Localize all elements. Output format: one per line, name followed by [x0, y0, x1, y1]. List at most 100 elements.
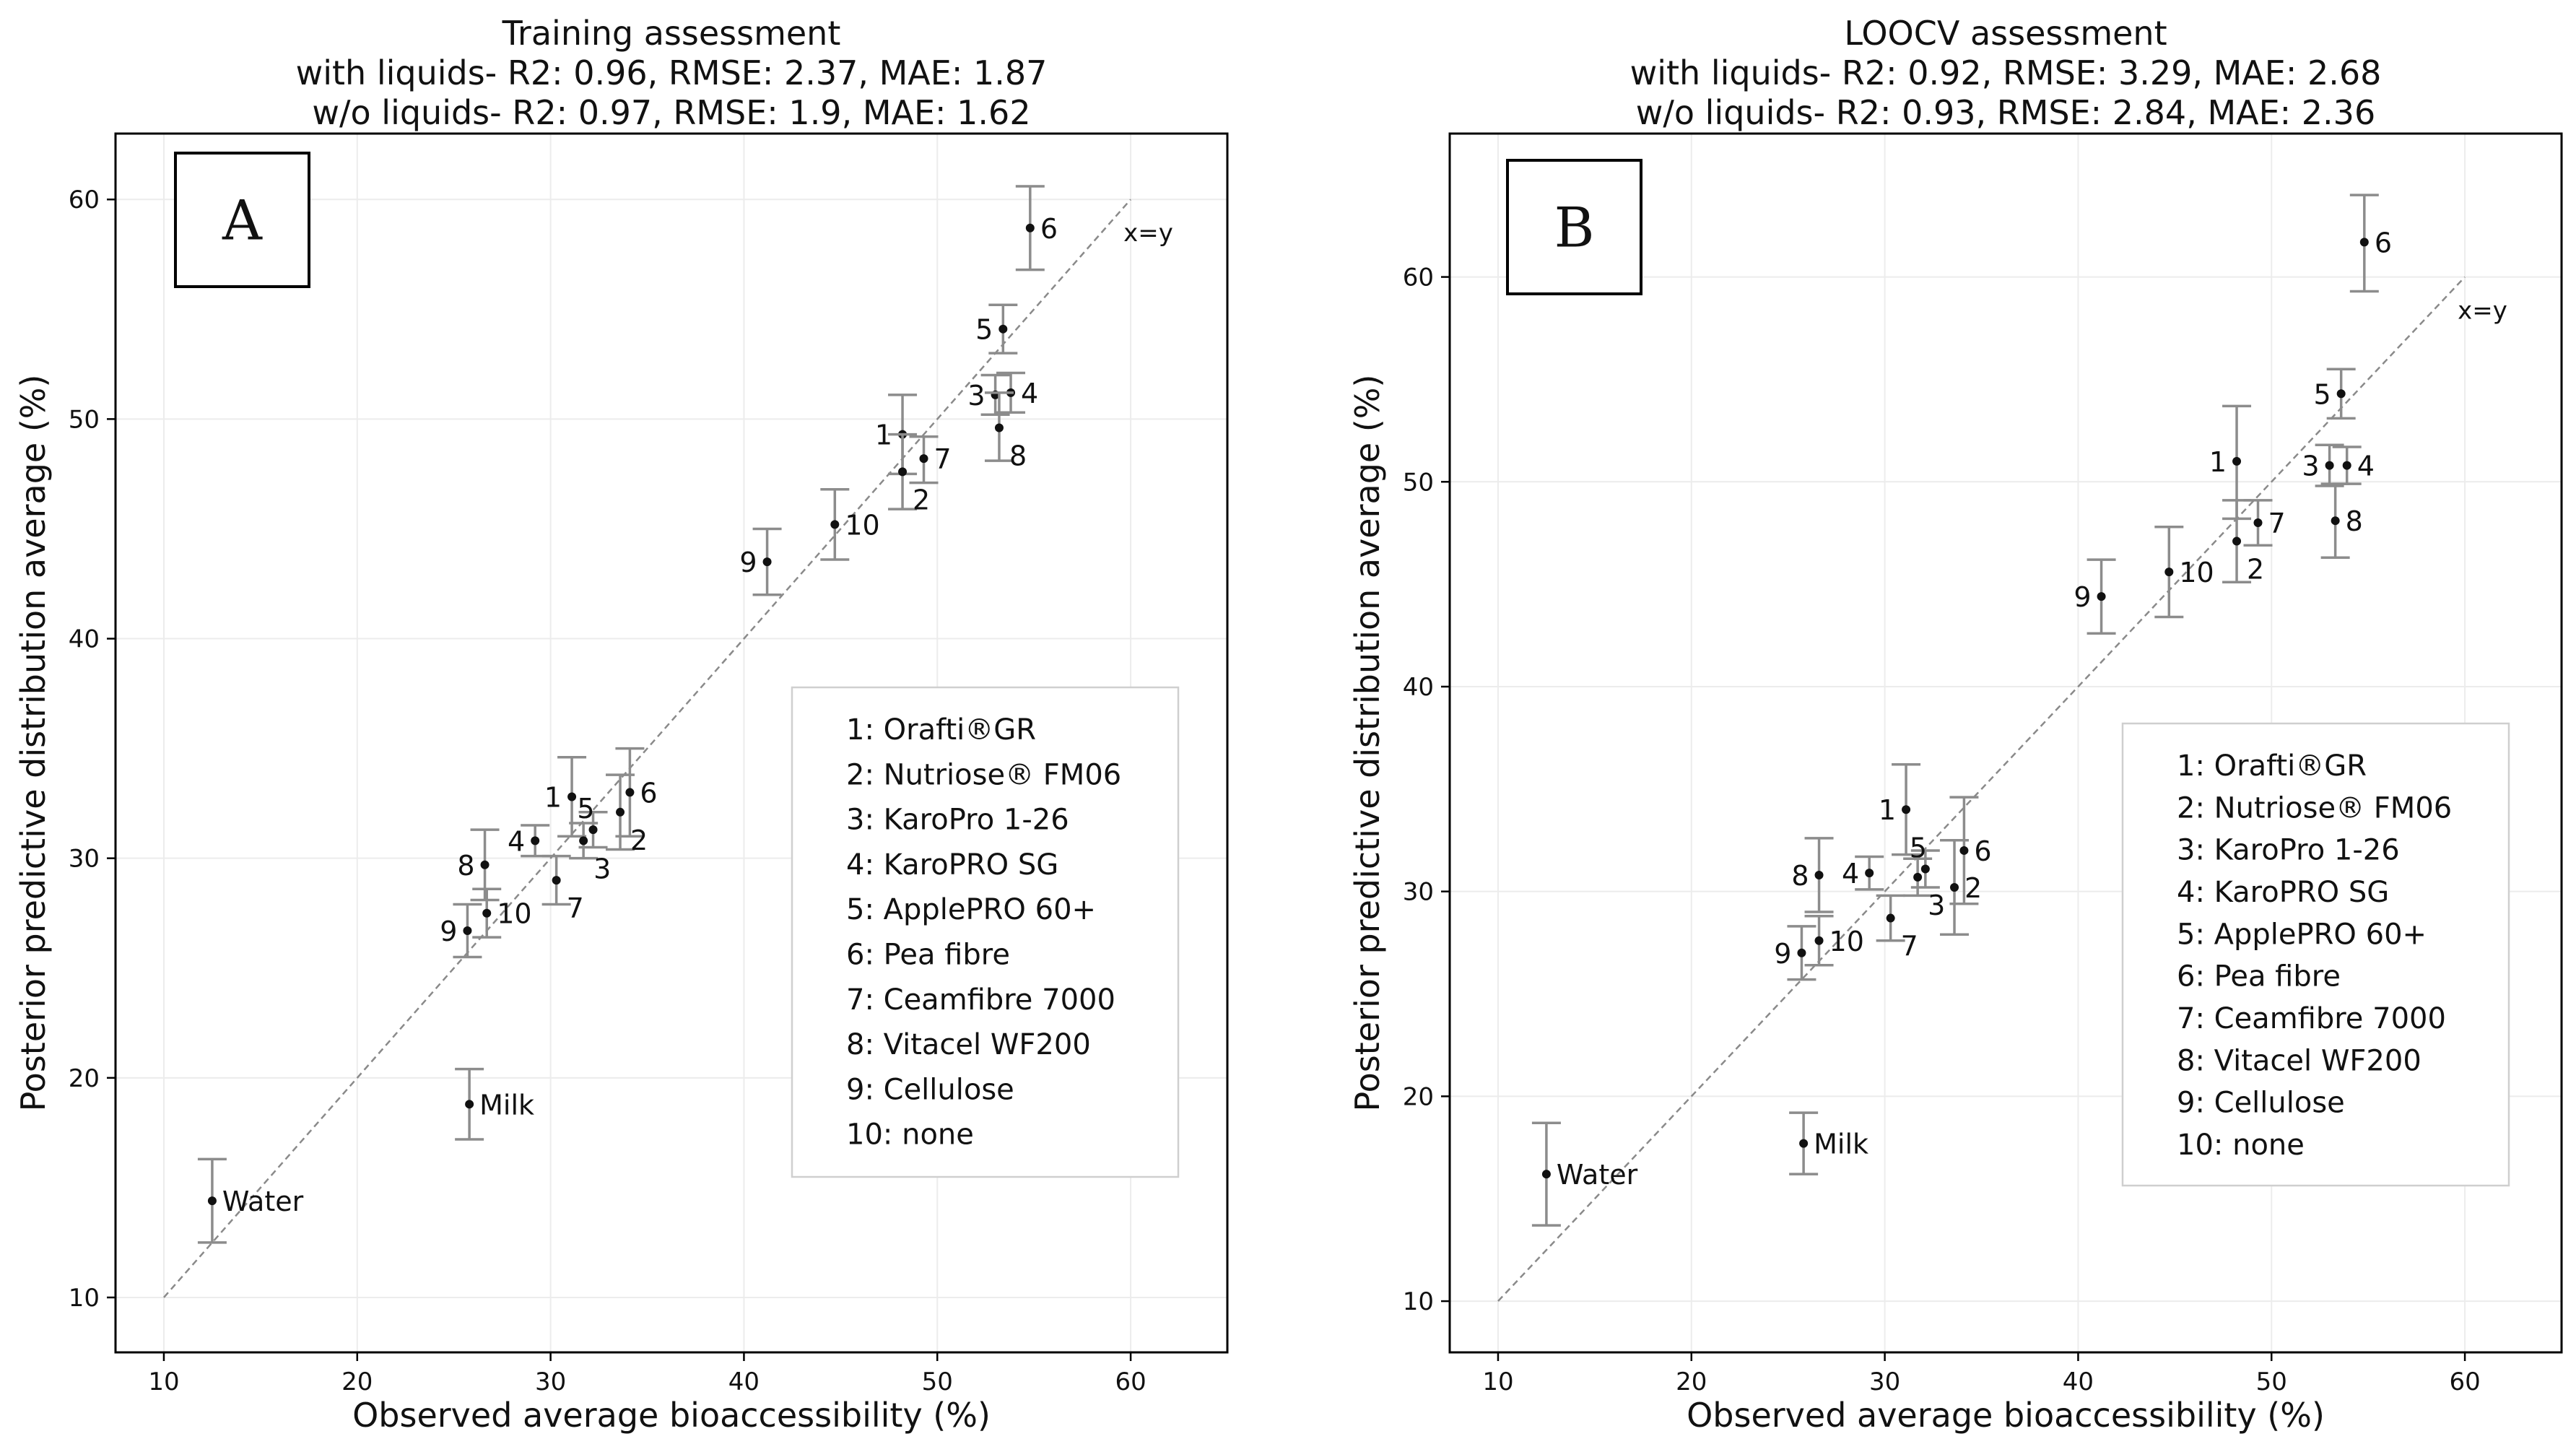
- chart-2-subtitle-line-1: with liquids- R2: 0.92, RMSE: 3.29, MAE:…: [1630, 53, 2382, 92]
- chart-2-x-tick-label-5: 60: [2449, 1368, 2480, 1396]
- chart-2-point-7: [2232, 536, 2242, 546]
- chart-1-point-0: [1025, 223, 1035, 232]
- chart-1-y-tick-label-1: 20: [69, 1064, 100, 1093]
- chart-1-y-tick-label-2: 30: [69, 845, 100, 874]
- chart-2-point-label-8: 10: [2179, 557, 2214, 588]
- chart-1-point-label-16: 8: [457, 850, 474, 882]
- chart-2-point-20: [1799, 1139, 1809, 1148]
- chart-1-point-label-12: 3: [593, 853, 611, 884]
- chart-1-point-1: [998, 324, 1008, 334]
- chart-1-point-21: [207, 1196, 217, 1206]
- chart-2-point-label-17: 7: [1901, 931, 1918, 962]
- chart-1-legend-entry-10: 10: none: [846, 1118, 974, 1152]
- chart-2-legend-entry-10: 10: none: [2177, 1129, 2305, 1162]
- chart-2-point-11: [1920, 864, 1930, 874]
- chart-2-legend-entry-7: 7: Ceamfibre 7000: [2177, 1002, 2446, 1035]
- chart-2-panel-label-box: [1506, 159, 1642, 295]
- chart-1-point-label-13: 6: [640, 777, 657, 809]
- chart-1-point-14: [616, 807, 625, 817]
- chart-2-legend-entry-4: 4: KaroPRO SG: [2177, 876, 2389, 909]
- chart-1-y-tick-label-5: 60: [69, 186, 100, 214]
- chart-1-point-4: [994, 423, 1004, 432]
- chart-1-y-tick-label-4: 50: [69, 405, 100, 434]
- chart-1-point-6: [919, 454, 928, 464]
- chart-2-legend-entry-9: 9: Cellulose: [2177, 1087, 2345, 1120]
- chart-1-subtitle-line-2: w/o liquids- R2: 0.97, RMSE: 1.9, MAE: 1…: [312, 93, 1030, 132]
- chart-1-point-8: [830, 520, 840, 529]
- chart-1-x-axis-label: Observed average bioaccessibility (%): [352, 1396, 991, 1435]
- chart-2-point-label-5: 1: [2209, 446, 2227, 478]
- chart-2-y-tick-label-4: 50: [1403, 468, 1434, 497]
- chart-2-point-21: [1541, 1170, 1551, 1179]
- chart-2-point-0: [2359, 238, 2369, 247]
- chart-1-point-label-0: 6: [1040, 213, 1058, 245]
- chart-1-point-label-21: Water: [222, 1186, 304, 1217]
- chart-2-y-tick-label-3: 40: [1403, 673, 1434, 702]
- chart-1-title: Training assessment: [502, 14, 841, 53]
- chart-1-panel-label: A: [222, 188, 263, 253]
- chart-2-point-label-0: 6: [2375, 227, 2392, 258]
- chart-2-point-15: [1865, 869, 1874, 878]
- chart-2-identity-line-label: x=y: [2458, 297, 2507, 326]
- chart-2-point-16: [1814, 870, 1824, 879]
- chart-1-legend-entry-6: 6: Pea fibre: [846, 938, 1010, 971]
- chart-1-point-label-3: 4: [1021, 378, 1038, 409]
- chart-2-legend-entry-6: 6: Pea fibre: [2177, 960, 2341, 994]
- chart-1-point-label-1: 5: [975, 314, 993, 346]
- chart-2-identity-line: [1497, 276, 2466, 1302]
- chart-1-point-20: [465, 1100, 474, 1109]
- chart-2-point-17: [1886, 913, 1895, 923]
- chart-2-x-tick-label-2: 30: [1869, 1368, 1900, 1396]
- chart-2-point-label-9: 9: [2074, 581, 2091, 613]
- chart-2-y-axis-label: Posterior predictive distribution averag…: [1348, 375, 1387, 1112]
- chart-2-point-12: [1913, 872, 1923, 882]
- chart-1-point-12: [579, 836, 588, 845]
- chart-2-point-label-12: 3: [1928, 890, 1945, 921]
- chart-2-point-label-15: 4: [1842, 858, 1859, 890]
- chart-2-point-label-10: 1: [1879, 794, 1896, 826]
- chart-2-point-4: [2331, 516, 2340, 526]
- chart-2-point-label-4: 8: [2346, 505, 2363, 537]
- chart-1-legend-entry-7: 7: Ceamfibre 7000: [846, 983, 1115, 1017]
- chart-1-point-label-6: 7: [934, 443, 952, 475]
- chart-2-point-13: [1959, 845, 1969, 855]
- chart-1-panel-label-box: [174, 152, 310, 288]
- chart-2-x-tick-label-3: 40: [2063, 1368, 2094, 1396]
- chart-2-point-label-7: 2: [2247, 554, 2264, 586]
- chart-1-legend-entry-2: 2: Nutriose® FM06: [846, 758, 1121, 791]
- chart-2-point-2: [2325, 461, 2334, 470]
- chart-1-point-11: [588, 825, 598, 835]
- chart-1-point-7: [898, 467, 908, 477]
- chart-2-y-tick-label-1: 20: [1403, 1082, 1434, 1111]
- chart-2-point-9: [2097, 592, 2106, 601]
- chart-2-point-3: [2342, 461, 2351, 470]
- chart-2-x-tick-label-1: 20: [1676, 1368, 1707, 1396]
- chart-2-point-label-16: 8: [1791, 860, 1809, 892]
- chart-1-identity-line-label: x=y: [1123, 219, 1173, 248]
- chart-2-x-tick-label-4: 50: [2256, 1368, 2287, 1396]
- chart-2-legend-entry-1: 1: Orafti®GR: [2177, 749, 2367, 783]
- chart-1-x-tick-label-2: 30: [535, 1368, 566, 1396]
- chart-1-point-label-17: 7: [567, 892, 584, 924]
- chart-1-x-tick-label-1: 20: [341, 1368, 373, 1396]
- chart-2-point-label-6: 7: [2268, 508, 2286, 539]
- chart-1-legend-entry-5: 5: ApplePRO 60+: [846, 893, 1096, 926]
- chart-1-point-13: [625, 788, 635, 797]
- chart-1-point-label-14: 2: [630, 825, 648, 856]
- chart-2-legend-entry-5: 5: ApplePRO 60+: [2177, 918, 2427, 951]
- chart-2-point-6: [2253, 518, 2263, 528]
- chart-2-point-8: [2164, 568, 2174, 577]
- chart-1-y-tick-label-3: 40: [69, 625, 100, 654]
- chart-1-legend-entry-1: 1: Orafti®GR: [846, 713, 1036, 747]
- chart-1-legend-entry-9: 9: Cellulose: [846, 1073, 1014, 1106]
- chart-2-panel-label: B: [1554, 196, 1595, 260]
- chart-1-point-15: [531, 836, 540, 845]
- chart-1-point-label-20: Milk: [479, 1089, 534, 1121]
- chart-2-legend-box: [2121, 722, 2510, 1187]
- chart-2-point-5: [2232, 456, 2242, 466]
- chart-1-subtitle-line-1: with liquids- R2: 0.96, RMSE: 2.37, MAE:…: [296, 53, 1048, 92]
- chart-1-point-label-15: 4: [508, 825, 525, 857]
- chart-1-y-tick-label-0: 10: [69, 1284, 100, 1313]
- chart-2-legend-entry-3: 3: KaroPro 1-26: [2177, 834, 2400, 867]
